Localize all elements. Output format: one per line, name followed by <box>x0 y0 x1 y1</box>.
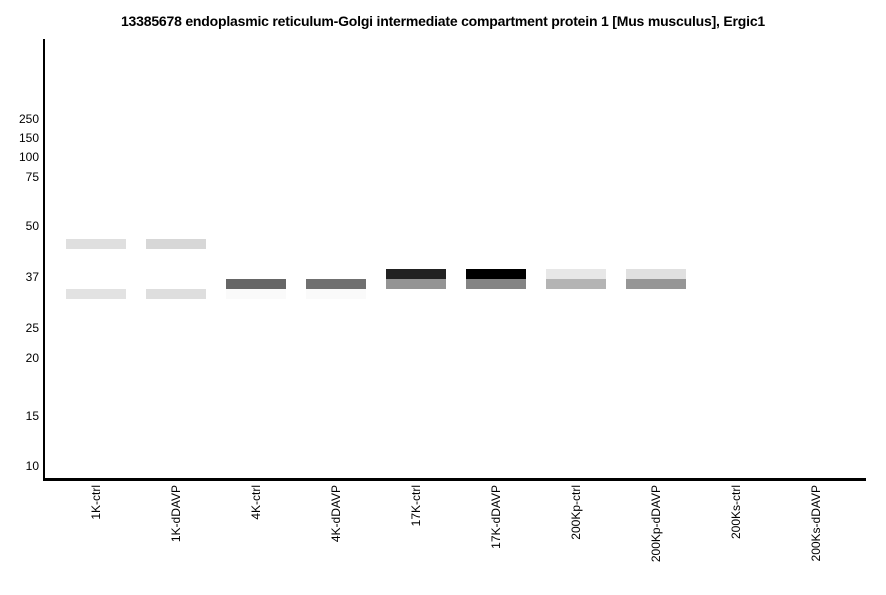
x-tick-label: 17K-ctrl <box>409 485 423 527</box>
protein-band <box>146 239 206 249</box>
protein-band <box>386 269 446 279</box>
protein-band <box>466 279 526 289</box>
x-tick-label: 17K-dDAVP <box>489 485 503 549</box>
protein-band <box>226 289 286 299</box>
protein-band <box>66 239 126 249</box>
y-axis-line <box>43 39 45 481</box>
y-tick-label: 37 <box>25 270 39 284</box>
protein-band <box>306 289 366 299</box>
y-tick-label: 150 <box>18 131 39 145</box>
protein-band <box>386 279 446 289</box>
x-tick-label: 1K-ctrl <box>89 485 103 520</box>
chart-title: 13385678 endoplasmic reticulum-Golgi int… <box>120 13 766 29</box>
protein-band <box>146 289 206 299</box>
x-tick-label: 200Ks-dDAVP <box>809 485 823 562</box>
protein-band <box>626 269 686 279</box>
protein-band <box>546 269 606 279</box>
protein-band <box>546 279 606 289</box>
protein-band <box>66 289 126 299</box>
x-axis-line <box>43 478 866 481</box>
y-tick-label: 20 <box>25 351 39 365</box>
protein-band <box>306 279 366 289</box>
x-tick-label: 200Ks-ctrl <box>729 485 743 540</box>
protein-band <box>626 279 686 289</box>
y-tick-label: 75 <box>25 170 39 184</box>
protein-band <box>226 279 286 289</box>
x-tick-label: 1K-dDAVP <box>169 485 183 543</box>
y-tick-label: 250 <box>18 112 39 126</box>
x-tick-label: 4K-ctrl <box>249 485 263 520</box>
x-tick-label: 200Kp-dDAVP <box>649 485 663 563</box>
y-tick-label: 100 <box>18 150 39 164</box>
y-tick-label: 25 <box>25 321 39 335</box>
x-tick-label: 200Kp-ctrl <box>569 485 583 540</box>
protein-band <box>466 269 526 279</box>
x-tick-label: 4K-dDAVP <box>329 485 343 543</box>
y-tick-label: 50 <box>25 219 39 233</box>
y-tick-label: 15 <box>25 409 39 423</box>
y-tick-label: 10 <box>25 459 39 473</box>
